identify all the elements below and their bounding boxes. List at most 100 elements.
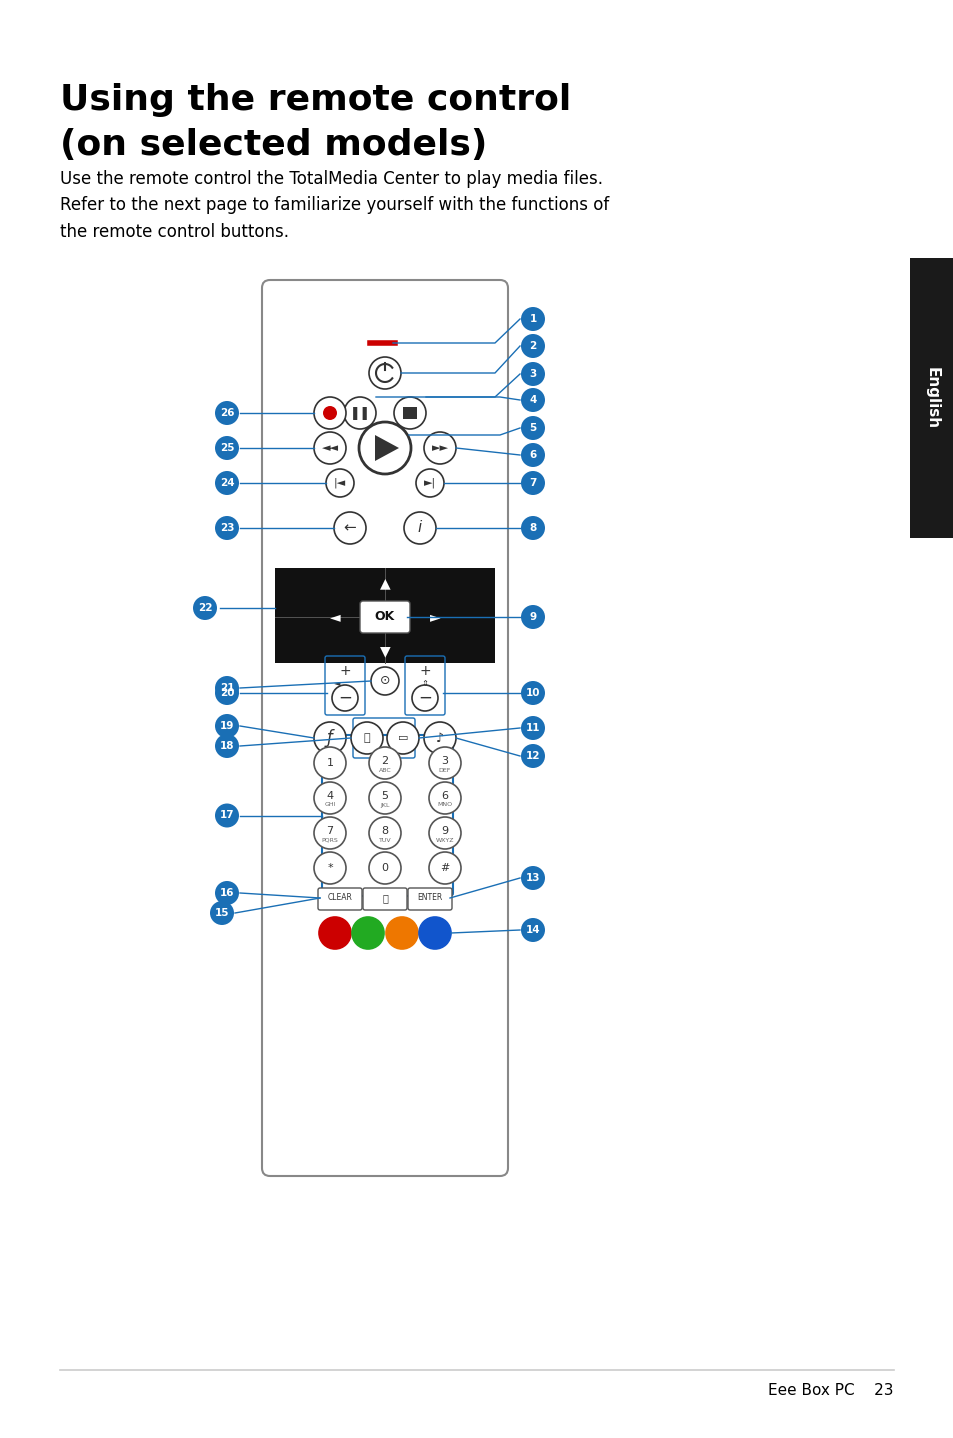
Text: −: − xyxy=(337,689,352,707)
Text: 5: 5 xyxy=(381,791,388,801)
Circle shape xyxy=(214,715,239,738)
Circle shape xyxy=(429,746,460,779)
Polygon shape xyxy=(375,436,398,462)
Text: 19: 19 xyxy=(219,720,233,731)
Text: ►: ► xyxy=(429,610,440,624)
Circle shape xyxy=(214,472,239,495)
Circle shape xyxy=(332,684,357,710)
Circle shape xyxy=(326,469,354,498)
Circle shape xyxy=(403,512,436,544)
Text: ABC: ABC xyxy=(378,768,391,772)
Circle shape xyxy=(314,397,346,429)
Circle shape xyxy=(314,817,346,848)
Text: English: English xyxy=(923,367,939,429)
Text: ⬛: ⬛ xyxy=(381,893,388,903)
Circle shape xyxy=(358,421,411,475)
Circle shape xyxy=(429,782,460,814)
Circle shape xyxy=(314,722,346,754)
Text: Using the remote control: Using the remote control xyxy=(60,83,571,116)
Text: 22: 22 xyxy=(197,603,212,613)
Circle shape xyxy=(520,866,544,890)
Circle shape xyxy=(369,817,400,848)
Text: OK: OK xyxy=(375,611,395,624)
Circle shape xyxy=(520,416,544,440)
Circle shape xyxy=(520,443,544,467)
Circle shape xyxy=(314,431,346,464)
Text: TUV: TUV xyxy=(378,837,391,843)
Text: ♪: ♪ xyxy=(436,732,443,745)
Text: ⊙: ⊙ xyxy=(379,674,390,687)
Text: 6: 6 xyxy=(529,450,536,460)
Text: 15: 15 xyxy=(214,907,229,917)
Circle shape xyxy=(214,401,239,426)
Circle shape xyxy=(214,676,239,700)
Circle shape xyxy=(520,917,544,942)
Text: 1: 1 xyxy=(529,313,536,324)
Text: i: i xyxy=(417,521,421,535)
Text: ▼: ▼ xyxy=(379,644,390,659)
Circle shape xyxy=(520,334,544,358)
Text: 18: 18 xyxy=(219,741,234,751)
Text: 2: 2 xyxy=(381,756,388,766)
FancyBboxPatch shape xyxy=(274,568,495,663)
Text: 1: 1 xyxy=(326,758,334,768)
Text: ▲: ▲ xyxy=(379,577,390,590)
Text: ◄◄: ◄◄ xyxy=(321,443,338,453)
Circle shape xyxy=(214,516,239,541)
Circle shape xyxy=(394,397,426,429)
Text: 9: 9 xyxy=(441,825,448,835)
Circle shape xyxy=(351,722,382,754)
Text: 0: 0 xyxy=(381,863,388,873)
Text: 5: 5 xyxy=(529,423,536,433)
Text: ❚❚: ❚❚ xyxy=(349,407,370,420)
Text: JKL: JKL xyxy=(380,802,390,808)
Circle shape xyxy=(412,684,437,710)
Circle shape xyxy=(214,733,239,758)
Circle shape xyxy=(323,406,336,420)
Text: GHI: GHI xyxy=(324,802,335,808)
Text: 7: 7 xyxy=(529,477,537,487)
Circle shape xyxy=(520,472,544,495)
Text: DEF: DEF xyxy=(438,768,451,772)
Circle shape xyxy=(423,431,456,464)
Circle shape xyxy=(520,362,544,385)
Circle shape xyxy=(369,357,400,390)
FancyBboxPatch shape xyxy=(317,889,361,910)
Text: 11: 11 xyxy=(525,723,539,733)
Circle shape xyxy=(429,817,460,848)
Text: 14: 14 xyxy=(525,925,539,935)
Circle shape xyxy=(352,917,384,949)
Text: PQRS: PQRS xyxy=(321,837,338,843)
Text: CLEAR: CLEAR xyxy=(327,893,352,903)
Text: ENTER: ENTER xyxy=(416,893,442,903)
Text: (on selected models): (on selected models) xyxy=(60,128,487,162)
Circle shape xyxy=(334,512,366,544)
Text: +: + xyxy=(339,664,351,677)
Text: ◄: ◄ xyxy=(334,679,340,687)
Circle shape xyxy=(429,851,460,884)
Text: 23: 23 xyxy=(219,523,234,533)
Text: ←: ← xyxy=(343,521,356,535)
Circle shape xyxy=(520,306,544,331)
Text: 8: 8 xyxy=(381,825,388,835)
Text: 9: 9 xyxy=(529,613,536,623)
Text: 6: 6 xyxy=(441,791,448,801)
Circle shape xyxy=(318,917,351,949)
Text: 3: 3 xyxy=(441,756,448,766)
Circle shape xyxy=(214,804,239,827)
Text: 8: 8 xyxy=(529,523,536,533)
Text: ▭: ▭ xyxy=(397,733,408,743)
Text: Use the remote control the TotalMedia Center to play media files.
Refer to the n: Use the remote control the TotalMedia Ce… xyxy=(60,170,609,240)
Circle shape xyxy=(520,743,544,768)
Text: ⬛: ⬛ xyxy=(363,733,370,743)
Circle shape xyxy=(214,682,239,705)
Circle shape xyxy=(416,469,443,498)
Text: 2: 2 xyxy=(529,341,536,351)
Text: 3: 3 xyxy=(529,370,536,380)
Circle shape xyxy=(387,722,418,754)
Circle shape xyxy=(314,746,346,779)
Circle shape xyxy=(314,851,346,884)
FancyBboxPatch shape xyxy=(262,280,507,1176)
Circle shape xyxy=(386,917,417,949)
Text: #: # xyxy=(440,863,449,873)
